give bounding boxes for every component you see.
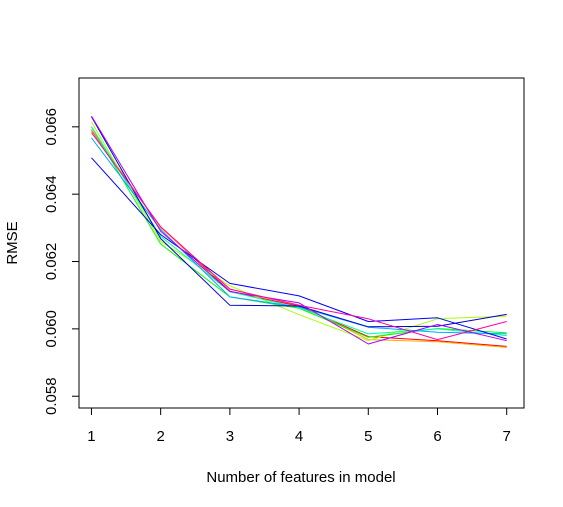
x-tick-label: 3 <box>226 428 234 445</box>
series-line-9 <box>91 115 507 345</box>
x-tick-label: 7 <box>503 428 511 445</box>
y-tick-label: 0.064 <box>43 175 60 213</box>
series-line-10 <box>91 132 507 341</box>
x-tick-label: 1 <box>87 428 95 445</box>
series-line-1 <box>91 129 507 347</box>
series-line-5 <box>91 126 507 337</box>
series-lines <box>91 115 507 348</box>
x-tick-label: 2 <box>156 428 164 445</box>
series-line-7 <box>91 157 507 340</box>
x-axis-ticks: 1 2 3 4 5 6 7 <box>87 407 511 445</box>
x-tick-label: 5 <box>364 428 372 445</box>
x-tick-label: 6 <box>433 428 441 445</box>
y-axis-label: RMSE <box>4 221 21 264</box>
series-line-3 <box>91 121 507 342</box>
x-tick-label: 4 <box>295 428 303 445</box>
plot-frame <box>78 77 525 409</box>
x-axis-label: Number of features in model <box>206 469 395 486</box>
y-axis-ticks: 0.058 0.060 0.062 0.064 0.066 <box>43 108 80 415</box>
y-tick-label: 0.062 <box>43 243 60 281</box>
y-tick-label: 0.066 <box>43 108 60 146</box>
y-tick-label: 0.058 <box>43 377 60 415</box>
series-line-8 <box>91 116 507 328</box>
series-line-6 <box>91 137 507 335</box>
y-tick-label: 0.060 <box>43 310 60 348</box>
